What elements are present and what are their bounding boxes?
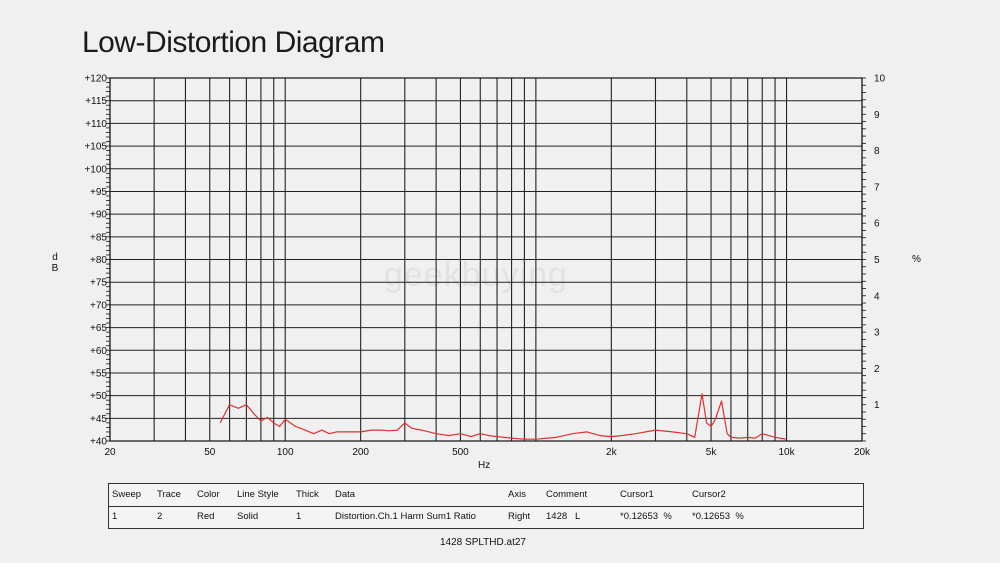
legend-header-row: Sweep Trace Color Line Style Thick Data … bbox=[109, 484, 863, 507]
legend-header-thick: Thick bbox=[296, 489, 319, 500]
x-tick-label: 5k bbox=[706, 447, 718, 458]
x-tick-label: 20 bbox=[104, 447, 116, 458]
distortion-series-line bbox=[219, 393, 787, 440]
y-left-tick-label: +50 bbox=[90, 391, 107, 402]
y-right-tick-label: 8 bbox=[874, 146, 880, 157]
y-left-tick-label: +105 bbox=[84, 142, 107, 153]
legend-header-comment: Comment bbox=[546, 489, 588, 500]
legend-header-cursor1: Cursor1 bbox=[620, 489, 654, 500]
legend-header-color: Color bbox=[197, 489, 220, 500]
x-tick-label: 200 bbox=[352, 447, 369, 458]
legend-header-line-style: Line Style bbox=[237, 489, 279, 500]
y-left-tick-label: +120 bbox=[84, 74, 107, 85]
chart-grid bbox=[109, 77, 863, 442]
y-right-tick-label: 4 bbox=[874, 291, 880, 302]
legend-cell-comment: 1428 L bbox=[546, 511, 581, 522]
x-axis-label: Hz bbox=[478, 460, 491, 471]
y-left-tick-label: +100 bbox=[84, 164, 107, 175]
y-axis-right-label: % bbox=[912, 254, 921, 265]
y-left-tick-label: +40 bbox=[90, 437, 107, 448]
y-right-tick-label: 6 bbox=[874, 219, 880, 230]
legend-cell-cursor2: *0.12653 % bbox=[692, 511, 744, 522]
legend-header-cursor2: Cursor2 bbox=[692, 489, 726, 500]
y-left-tick-label: +60 bbox=[90, 346, 107, 357]
y-right-tick-label: 5 bbox=[874, 255, 880, 266]
x-tick-label: 20k bbox=[854, 447, 871, 458]
y-axis-left-label: d B bbox=[51, 252, 59, 274]
y-left-tick-label: +45 bbox=[90, 414, 107, 425]
legend-header-axis: Axis bbox=[508, 489, 526, 500]
legend-header-sweep: Sweep bbox=[112, 489, 142, 500]
y-left-tick-label: +65 bbox=[90, 323, 107, 334]
chart-axes bbox=[106, 77, 866, 442]
y-left-tick-label: +70 bbox=[90, 300, 107, 311]
y-left-tick-labels: +40 +45 +50 +55 +60 +65 +70 +75 +80 +85 +90 +95 +100… bbox=[84, 74, 107, 448]
y-right-tick-label: 7 bbox=[874, 182, 880, 193]
legend-cell-trace: 2 bbox=[157, 511, 163, 522]
page-title: Low-Distortion Diagram bbox=[82, 26, 385, 59]
legend-header-trace: Trace bbox=[157, 489, 181, 500]
y-left-tick-label: +75 bbox=[90, 278, 107, 289]
file-name-footer: 1428 SPLTHD.at27 bbox=[440, 537, 526, 548]
y-right-tick-labels: 1 2 3 4 5 6 7 8 9 10 bbox=[874, 74, 886, 412]
chart-series bbox=[219, 393, 787, 440]
x-tick-label: 100 bbox=[277, 447, 294, 458]
y-right-tick-label: 10 bbox=[874, 74, 886, 85]
legend-cell-thick: 1 bbox=[296, 511, 302, 522]
legend-cell-cursor1: *0.12653 % bbox=[620, 511, 672, 522]
y-right-tick-label: 1 bbox=[874, 400, 880, 411]
x-tick-label: 50 bbox=[204, 447, 216, 458]
y-left-tick-label: +85 bbox=[90, 232, 107, 243]
x-tick-label: 500 bbox=[452, 447, 469, 458]
y-right-tick-label: 2 bbox=[874, 364, 880, 375]
x-tick-labels: 20 50 100 200 500 2k 5k 10k 20k bbox=[104, 447, 871, 458]
legend-header-data: Data bbox=[335, 489, 356, 500]
legend-row: 1 2 Red Solid 1 Distortion.Ch.1 Harm Sum… bbox=[109, 506, 863, 528]
legend-cell-line-style: Solid bbox=[237, 511, 259, 522]
legend-cell-color: Red bbox=[197, 511, 215, 522]
y-left-tick-label: +115 bbox=[85, 96, 107, 107]
x-tick-label: 2k bbox=[606, 447, 618, 458]
y-left-tick-label: +55 bbox=[90, 368, 107, 379]
x-tick-label: 10k bbox=[778, 447, 795, 458]
y-left-tick-label: +95 bbox=[90, 187, 107, 198]
watermark: geekbuying bbox=[384, 256, 568, 294]
y-right-tick-label: 9 bbox=[874, 110, 880, 121]
legend-cell-data: Distortion.Ch.1 Harm Sum1 Ratio bbox=[335, 511, 476, 522]
legend-table: Sweep Trace Color Line Style Thick Data … bbox=[108, 483, 864, 529]
y-right-tick-label: 3 bbox=[874, 328, 880, 339]
y-left-tick-label: +110 bbox=[85, 119, 107, 130]
legend-cell-axis: Right bbox=[508, 511, 531, 522]
legend-cell-sweep: 1 bbox=[112, 511, 118, 522]
y-left-tick-label: +90 bbox=[90, 210, 107, 221]
y-left-tick-label: +80 bbox=[90, 255, 107, 266]
